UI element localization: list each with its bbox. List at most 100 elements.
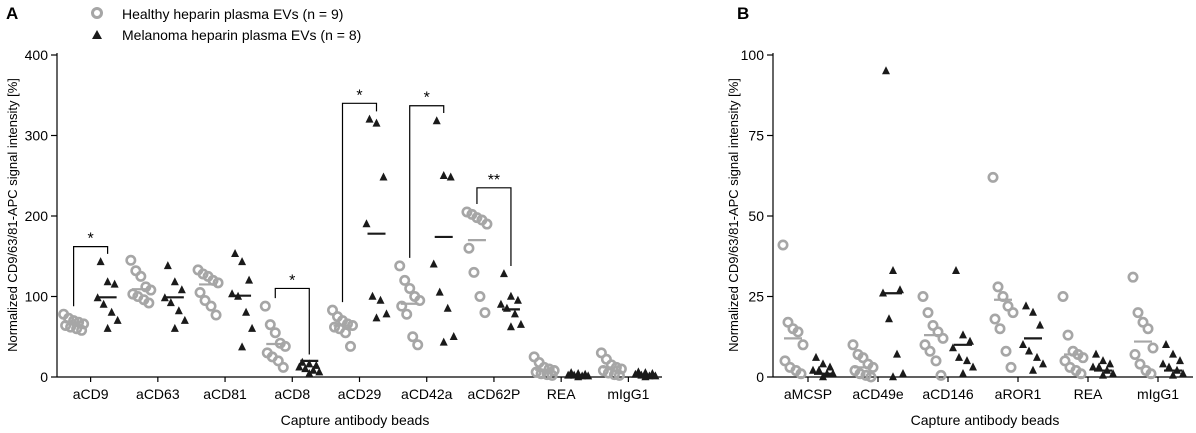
healthy-point	[930, 355, 942, 367]
healthy-point	[994, 323, 1006, 335]
melanoma-point	[879, 288, 887, 297]
melanoma-point	[1176, 356, 1184, 365]
melanoma-point	[1106, 359, 1114, 368]
healthy-point	[199, 295, 211, 307]
melanoma-point	[819, 372, 827, 381]
melanoma-point	[955, 352, 963, 361]
melanoma-point	[96, 257, 105, 266]
healthy-point	[797, 339, 809, 351]
legend-melanoma-marker	[92, 30, 102, 39]
melanoma-point	[1099, 370, 1107, 379]
healthy-point	[210, 309, 222, 321]
healthy-point	[401, 308, 413, 320]
melanoma-point	[949, 343, 957, 352]
x-tick-label-aror1: aROR1	[995, 386, 1042, 402]
significance-bracket	[341, 102, 378, 303]
melanoma-point	[889, 265, 897, 274]
healthy-point	[125, 254, 137, 266]
healthy-point	[922, 307, 934, 319]
significance-bracket	[274, 287, 310, 355]
x-tick-label-acd81: aCD81	[203, 386, 247, 402]
healthy-point	[989, 313, 1001, 325]
melanoma-point	[160, 293, 169, 302]
melanoma-point	[959, 330, 967, 339]
healthy-point	[1007, 307, 1019, 319]
melanoma-point	[496, 299, 505, 308]
healthy-point	[468, 266, 480, 278]
melanoma-point	[959, 368, 967, 377]
melanoma-point	[429, 259, 438, 268]
healthy-point	[1145, 368, 1157, 380]
melanoma-point	[516, 319, 525, 328]
melanoma-point	[499, 269, 508, 278]
healthy-point	[78, 318, 90, 330]
healthy-point	[924, 345, 936, 357]
melanoma-point	[812, 352, 820, 361]
melanoma-point	[163, 261, 172, 270]
healthy-point	[71, 323, 83, 335]
y-tick-label: 200	[25, 208, 49, 224]
healthy-point	[602, 367, 614, 379]
melanoma-point	[506, 322, 515, 331]
healthy-point	[1129, 348, 1141, 360]
healthy-point	[396, 300, 408, 312]
healthy-point	[1134, 358, 1146, 370]
significance-label: **	[488, 172, 500, 189]
melanoma-point	[899, 368, 907, 377]
melanoma-point	[439, 337, 448, 346]
melanoma-point	[372, 118, 381, 127]
melanoma-point	[829, 368, 837, 377]
melanoma-point	[893, 349, 901, 358]
x-tick-label-acd63: aCD63	[136, 386, 180, 402]
melanoma-point	[238, 342, 247, 351]
melanoma-point	[1029, 307, 1037, 316]
y-tick-label: 100	[741, 47, 765, 63]
healthy-point	[339, 327, 351, 339]
y-tick-label: 100	[25, 289, 49, 305]
y-tick-label: 50	[748, 208, 764, 224]
x-tick-label-acd42a: aCD42a	[401, 386, 453, 402]
melanoma-point	[809, 365, 817, 374]
melanoma-point	[969, 362, 977, 371]
panel-a-label: A	[6, 4, 18, 23]
melanoma-point	[170, 277, 179, 286]
melanoma-point	[443, 303, 452, 312]
healthy-point	[404, 282, 416, 294]
healthy-point	[194, 286, 206, 298]
melanoma-point	[896, 285, 904, 294]
melanoma-point	[1165, 362, 1173, 371]
healthy-point	[865, 371, 877, 383]
melanoma-point	[502, 303, 511, 312]
y-tick-label: 400	[25, 47, 49, 63]
y-tick-label: 0	[756, 369, 764, 385]
x-tick-label-acd62p: aCD62P	[467, 386, 520, 402]
healthy-point	[143, 297, 155, 309]
healthy-point	[546, 369, 558, 381]
healthy-point	[328, 321, 340, 333]
melanoma-point	[368, 291, 377, 300]
melanoma-point	[963, 356, 971, 365]
panel-a-ylabel: Normalized CD9/63/81-APC signal intensit…	[5, 78, 20, 352]
melanoma-point	[180, 315, 189, 324]
melanoma-point	[238, 257, 247, 266]
melanoma-point	[1109, 368, 1117, 377]
healthy-point	[399, 274, 411, 286]
melanoma-point	[1169, 349, 1177, 358]
melanoma-point	[952, 265, 960, 274]
legend-melanoma-label: Melanoma heparin plasma EVs (n = 8)	[122, 27, 361, 43]
healthy-point	[992, 281, 1004, 293]
melanoma-point	[242, 307, 251, 316]
y-tick-label: 25	[748, 289, 764, 305]
melanoma-point	[815, 365, 823, 374]
y-tick-label: 75	[748, 128, 764, 144]
panel-b-xlabel: Capture antibody beads	[911, 412, 1060, 428]
x-tick-label-rea: REA	[1074, 386, 1103, 402]
panel-b-label: B	[737, 4, 749, 23]
healthy-point	[481, 218, 493, 230]
melanoma-point	[1025, 346, 1033, 355]
healthy-point	[1132, 307, 1144, 319]
healthy-point	[917, 290, 929, 302]
melanoma-point	[177, 285, 186, 294]
panel-a-plot: 0 100 200 300 400 aCD9 aCD63 aCD81 aCD8 aCD29 aCD4…	[25, 47, 662, 402]
melanoma-point	[305, 359, 314, 368]
